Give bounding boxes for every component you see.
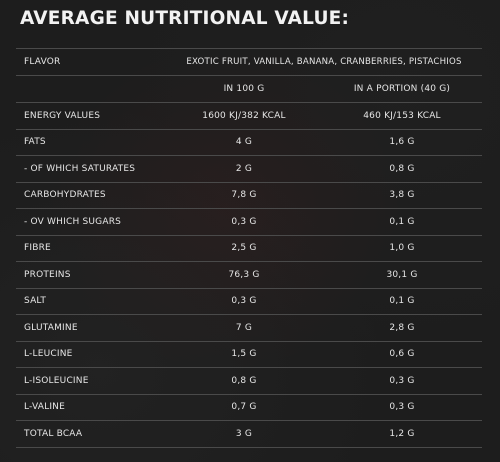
table-row: - OF WHICH SATURATES 2 G 0,8 G (16, 156, 482, 183)
value-per-100g: 1600 KJ/382 KCAL (202, 110, 286, 121)
table-row: FIBRE 2,5 G 1,0 G (16, 236, 482, 262)
value-per-portion: 2,8 G (389, 322, 415, 333)
page-title: AVERAGE NUTRITIONAL VALUE: (20, 8, 350, 29)
value-per-portion: 1,2 G (389, 428, 415, 439)
value-per-100g: 0,3 G (231, 216, 257, 227)
value-per-100g: 0,3 G (231, 296, 257, 307)
flavor-value: EXOTIC FRUIT, VANILLA, BANANA, CRANBERRI… (186, 57, 462, 67)
value-per-100g: 0,8 G (231, 375, 257, 386)
value-per-portion: 30,1 G (386, 269, 418, 280)
value-per-100g: 1,5 G (231, 349, 257, 360)
nutrient-label: L-LEUCINE (24, 349, 73, 360)
value-per-portion: 1,0 G (389, 243, 415, 254)
column-header-per-100g: IN 100 G (223, 84, 265, 94)
nutrient-label: CARBOHYDRATES (24, 190, 106, 201)
value-per-100g: 2,5 G (231, 243, 257, 254)
nutrient-label: TOTAL BCAA (24, 428, 83, 439)
nutrient-label: - OV WHICH SUGARS (24, 216, 122, 227)
value-per-100g: 7 G (235, 322, 253, 333)
table-row: SALT 0,3 G 0,1 G (16, 289, 482, 315)
nutrient-label: - OF WHICH SATURATES (24, 163, 136, 174)
value-per-portion: 1,6 G (389, 137, 415, 148)
table-row: GLUTAMINE 7 G 2,8 G (16, 315, 482, 342)
value-per-portion: 0,8 G (389, 163, 415, 174)
value-per-100g: 0,7 G (231, 402, 257, 413)
table-row: PROTEINS 76,3 G 30,1 G (16, 262, 482, 289)
table-row: L-ISOLEUCINE 0,8 G 0,3 G (16, 368, 482, 395)
value-per-portion: 0,3 G (389, 402, 415, 413)
table-row: ENERGY VALUES 1600 KJ/382 KCAL 460 KJ/15… (16, 103, 482, 130)
value-per-100g: 3 G (235, 428, 253, 439)
value-per-portion: 0,6 G (389, 349, 415, 360)
nutrient-label: SALT (24, 296, 47, 307)
table-row: L-LEUCINE 1,5 G 0,6 G (16, 342, 482, 368)
nutrient-label: L-VALINE (24, 402, 66, 413)
value-per-100g: 76,3 G (228, 269, 260, 280)
nutrient-label: FATS (24, 137, 46, 148)
table-row: FATS 4 G 1,6 G (16, 130, 482, 156)
nutrient-label: PROTEINS (24, 269, 71, 280)
column-header-per-portion: IN A PORTION (40 G) (353, 84, 451, 94)
table-row: CARBOHYDRATES 7,8 G 3,8 G (16, 183, 482, 209)
column-header-row: IN 100 G IN A PORTION (40 G) (16, 76, 482, 103)
table-row: L-VALINE 0,7 G 0,3 G (16, 395, 482, 421)
value-per-portion: 3,8 G (389, 190, 415, 201)
nutrient-label: L-ISOLEUCINE (24, 375, 89, 386)
value-per-portion: 460 KJ/153 KCAL (363, 110, 441, 121)
value-per-portion: 0,1 G (389, 216, 415, 227)
value-per-portion: 0,1 G (389, 296, 415, 307)
flavor-row: FLAVOR EXOTIC FRUIT, VANILLA, BANANA, CR… (16, 49, 482, 76)
value-per-100g: 2 G (235, 163, 253, 174)
value-per-100g: 4 G (235, 137, 253, 148)
nutrient-label: FIBRE (24, 243, 51, 254)
nutrition-table: FLAVOR EXOTIC FRUIT, VANILLA, BANANA, CR… (16, 48, 482, 448)
value-per-100g: 7,8 G (231, 190, 257, 201)
flavor-label: FLAVOR (24, 57, 61, 67)
nutrient-label: ENERGY VALUES (24, 110, 101, 121)
table-row: - OV WHICH SUGARS 0,3 G 0,1 G (16, 209, 482, 236)
table-row: TOTAL BCAA 3 G 1,2 G (16, 421, 482, 448)
nutrient-label: GLUTAMINE (24, 322, 78, 333)
value-per-portion: 0,3 G (389, 375, 415, 386)
